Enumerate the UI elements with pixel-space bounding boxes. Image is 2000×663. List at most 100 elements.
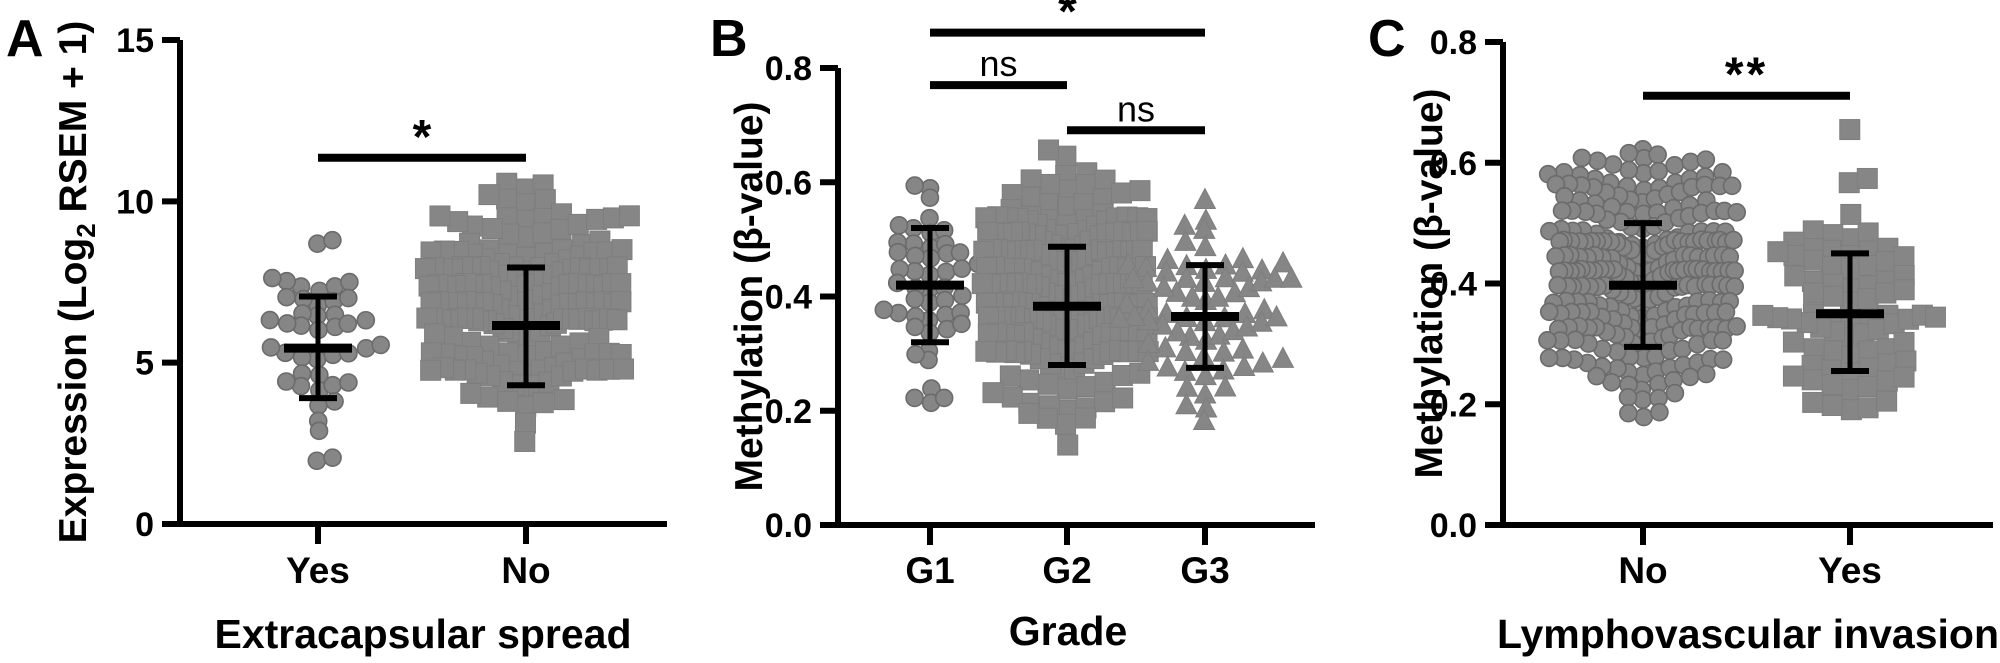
data-point — [905, 262, 925, 281]
data-point — [1174, 339, 1198, 362]
data-point — [1112, 387, 1134, 409]
data-point — [356, 310, 376, 330]
panel-A: A 0 5 10 15 Yes No Expression (Log2 RSEM + 1) Ex… — [6, 10, 667, 657]
data-point — [261, 338, 281, 357]
data-point — [1539, 348, 1559, 368]
data-point — [1018, 402, 1040, 424]
x-category-label: No — [501, 550, 550, 591]
data-point — [618, 205, 640, 227]
data-point — [1152, 275, 1176, 297]
data-point — [905, 388, 924, 408]
significance-label: ns — [1117, 88, 1155, 129]
data-point — [1076, 376, 1098, 398]
data-point — [1801, 249, 1823, 271]
data-point — [1094, 391, 1116, 413]
data-point — [1055, 413, 1077, 435]
data-point — [1192, 408, 1216, 430]
data-point — [1038, 173, 1060, 195]
data-point — [905, 317, 925, 337]
data-point — [262, 268, 282, 288]
axes: 0 5 10 15 Yes No — [116, 22, 667, 591]
data-point — [1893, 366, 1915, 388]
data-point — [514, 430, 536, 452]
data-point — [1802, 391, 1824, 413]
x-axis-title: Grade — [1009, 608, 1128, 654]
data-point — [905, 246, 925, 266]
x-category-label: No — [1618, 550, 1667, 591]
data-point — [889, 216, 909, 235]
data-point — [496, 188, 518, 210]
data-point — [874, 300, 894, 320]
data-point — [1603, 155, 1623, 174]
data-point — [1154, 335, 1177, 358]
data-point — [936, 262, 956, 282]
data-point — [1924, 306, 1946, 328]
y-tick-label: 0.6 — [1430, 145, 1477, 183]
group-No-points — [1538, 140, 1747, 427]
data-point — [1821, 395, 1843, 417]
data-point — [497, 390, 519, 412]
y-tick-label: 0.8 — [765, 50, 812, 88]
y-tick-label: 15 — [116, 22, 154, 60]
data-point — [1057, 434, 1079, 456]
data-point — [1618, 388, 1638, 407]
data-point — [971, 273, 993, 295]
data-point — [1857, 222, 1879, 244]
group-No-errorbar — [1609, 220, 1677, 350]
y-tick-label: 0.2 — [1430, 386, 1477, 424]
y-axis-title: Methylation (β-value) — [1408, 89, 1451, 479]
data-point — [553, 389, 575, 411]
data-point — [420, 359, 442, 381]
significance-label: ns — [979, 43, 1017, 84]
data-point — [1074, 407, 1096, 429]
data-point — [1727, 317, 1746, 336]
group-G1-points — [874, 176, 988, 413]
y-tick-label: 5 — [135, 345, 154, 383]
data-point — [1858, 254, 1880, 276]
data-point — [307, 451, 327, 471]
significance-label: * — [1058, 0, 1077, 39]
data-point — [920, 188, 940, 207]
data-point — [460, 382, 482, 404]
data-point — [1038, 139, 1060, 161]
data-point — [1548, 275, 1568, 295]
data-point — [514, 412, 536, 434]
panel-letter: C — [1368, 10, 1406, 68]
significance-label: * — [413, 111, 432, 164]
data-point — [339, 373, 358, 392]
data-point — [1802, 220, 1824, 242]
data-point — [1129, 180, 1151, 202]
data-point — [1648, 145, 1667, 164]
axes: 0.0 0.2 0.4 0.6 0.8 G1 G2 G3 — [765, 50, 1315, 591]
data-point — [950, 243, 970, 262]
data-point — [1271, 250, 1295, 273]
data-point — [1821, 340, 1843, 362]
data-point — [1263, 266, 1286, 288]
data-point — [1271, 346, 1295, 368]
data-point — [982, 382, 1004, 404]
data-point — [1108, 306, 1131, 328]
data-point — [1665, 156, 1684, 175]
x-category-label: G3 — [1180, 550, 1229, 591]
data-point — [1280, 266, 1303, 288]
data-point — [1587, 366, 1606, 386]
panel-letter: A — [6, 10, 44, 68]
data-point — [1232, 354, 1256, 377]
panel-C: C 0.0 0.2 0.4 0.6 0.8 No Yes Methylation (β-valu… — [1368, 10, 1999, 657]
significance-Yes-No: * — [318, 111, 526, 164]
data-point — [338, 288, 358, 308]
data-point — [1136, 220, 1158, 242]
data-point — [1665, 383, 1685, 403]
data-point — [1539, 302, 1559, 322]
data-point — [606, 309, 628, 331]
data-point — [1206, 285, 1230, 307]
significance-G2-G3: ns — [1067, 88, 1205, 135]
data-point — [1037, 373, 1059, 395]
data-point — [1822, 285, 1844, 307]
data-point — [952, 314, 971, 334]
data-point — [447, 211, 469, 233]
data-point — [1782, 365, 1804, 387]
significance-label: ** — [1725, 49, 1768, 102]
y-tick-label: 0.2 — [765, 393, 812, 431]
